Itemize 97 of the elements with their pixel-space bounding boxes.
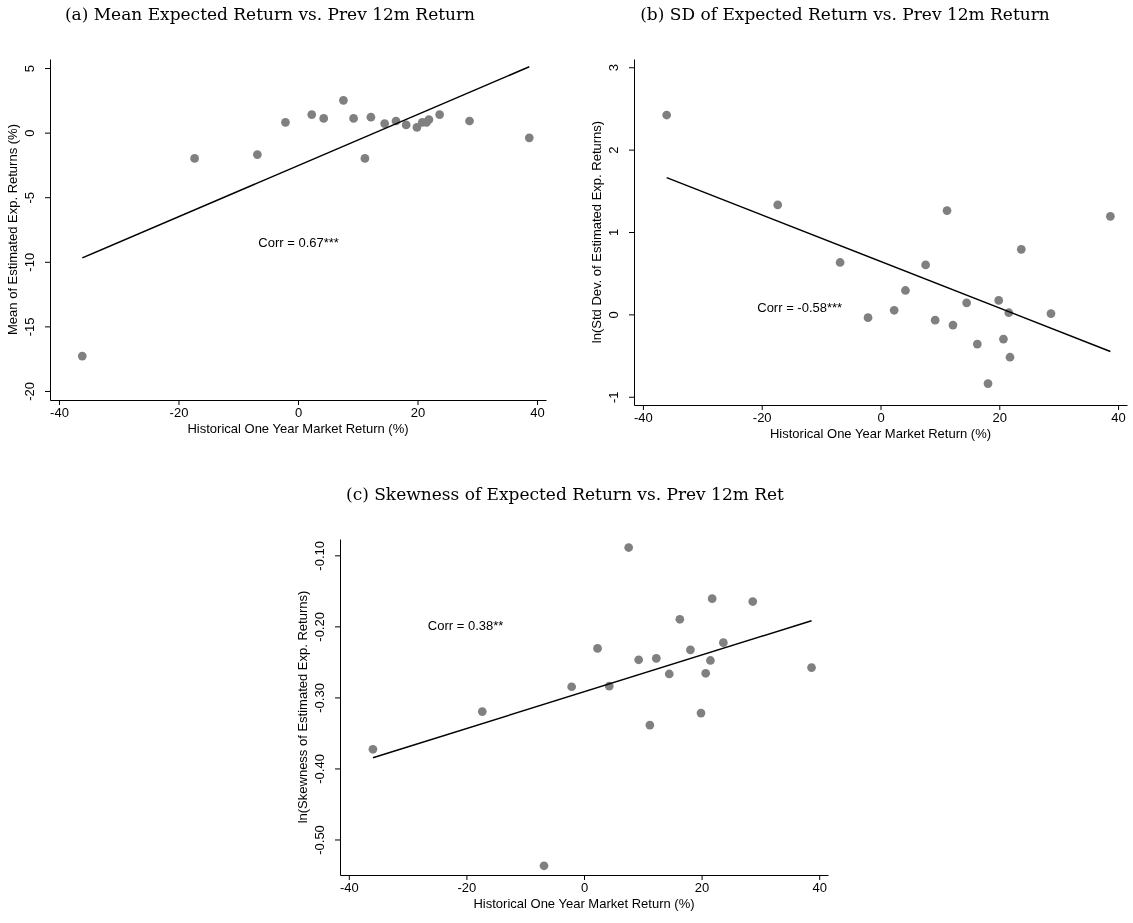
point [686,645,695,655]
point [319,114,329,123]
point [983,379,993,388]
point [360,154,370,163]
y-axis-title: ln(Std Dev. of Estimated Exp. Returns) [589,120,604,344]
point [930,315,940,325]
point [675,614,685,624]
point [252,150,262,159]
point [972,339,982,349]
point [477,707,487,716]
point [281,117,290,127]
y-tick-label: -0.50 [312,825,327,855]
point [368,744,378,754]
x-tick-label: 40 [1111,410,1126,426]
point [651,653,661,663]
y-tick-label: 3 [606,64,621,72]
point [401,120,411,130]
x-tick-label: 0 [294,405,303,421]
point [863,313,873,323]
y-tick-label: 2 [606,146,621,154]
point [1046,309,1056,318]
point [889,305,899,315]
point [435,110,444,119]
x-tick-label: -40 [50,405,69,421]
annotation: Corr = 0.38** [427,617,504,633]
point [77,351,87,361]
point [707,594,717,604]
y-tick-label: -20 [22,382,37,401]
x-tick-label: -20 [169,405,189,421]
point [921,260,931,270]
y-tick-label: -10 [22,252,37,272]
point [539,861,549,871]
point [701,668,711,678]
point [662,110,672,120]
point [412,123,422,132]
point [593,644,602,653]
chart-title: (c) Skewness of Expected Return vs. Prev 12m Ret [346,484,785,504]
y-tick-label: 0 [606,311,621,319]
point [994,296,1004,305]
point [1106,211,1115,221]
y-tick-label: -0.20 [312,612,327,642]
point [835,258,845,267]
point [999,334,1008,344]
point [901,286,910,295]
x-tick-label: -20 [457,880,477,896]
x-axis-title: Historical One Year Market Return (%) [769,426,992,441]
x-tick-label: 0 [580,880,589,896]
point [465,116,474,126]
point [942,206,952,215]
x-tick-label: -20 [752,410,772,426]
point [339,95,348,105]
point [1016,244,1026,254]
point [645,720,655,730]
annotation: Corr = -0.58*** [757,299,843,315]
point [718,638,728,648]
chart-title: (b) SD of Expected Return vs. Prev 12m Return [640,4,1050,24]
x-tick-label: 20 [694,880,710,896]
point [624,543,634,552]
point [948,320,958,330]
y-tick-label: -1 [606,391,621,404]
x-tick-label: 20 [992,410,1008,426]
y-axis-title: ln(Skewness of Estimated Exp. Returns) [295,590,310,824]
x-axis-title: Historical One Year Market Return (%) [187,421,409,436]
y-tick-label: -0.40 [312,754,327,784]
x-tick-label: 0 [877,410,885,426]
y-tick-label: 5 [22,64,37,73]
point [773,200,783,210]
y-tick-label: -0.10 [312,541,327,571]
point [696,708,706,718]
point [366,112,376,122]
point [634,655,644,665]
point [524,133,534,143]
point [307,110,317,119]
point [1005,352,1015,362]
chart-title: (a) Mean Expected Return vs. Prev 12m Return [64,4,476,24]
y-tick-label: 1 [606,228,621,237]
x-tick-label: 20 [410,405,426,421]
x-tick-label: 40 [530,405,545,421]
x-axis-title: Historical One Year Market Return (%) [473,896,695,911]
point [962,298,971,308]
point [706,656,715,665]
point [748,597,758,606]
x-tick-label: -40 [339,880,359,896]
point [349,114,358,123]
x-tick-label: 40 [812,880,827,896]
point [190,154,199,163]
point [664,669,674,679]
point [380,119,390,128]
y-tick-label: 0 [22,129,37,137]
x-tick-label: -40 [634,410,653,426]
y-tick-label: -5 [22,191,37,204]
annotation: Corr = 0.67*** [258,234,339,250]
point [567,682,577,692]
point [807,663,816,672]
y-axis-title: Mean of Estimated Exp. Returns (%) [5,124,20,335]
y-tick-label: -15 [22,317,37,337]
y-tick-label: -0.30 [312,683,327,713]
